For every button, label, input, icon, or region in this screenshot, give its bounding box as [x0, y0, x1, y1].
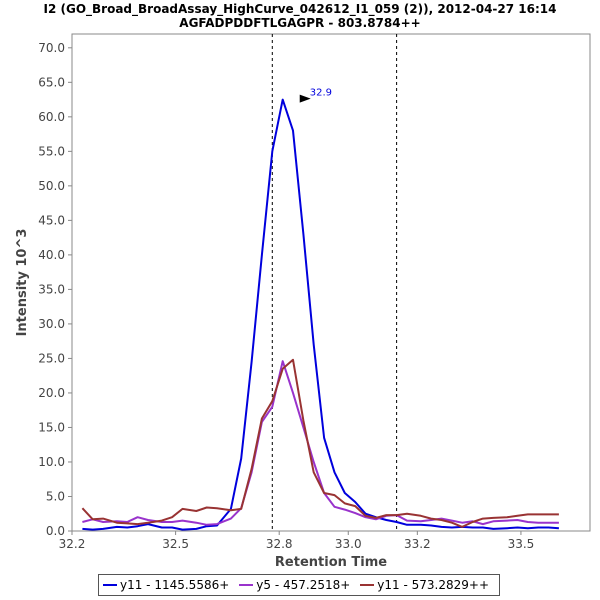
legend-label-series-2: y5 - 457.2518+: [256, 578, 351, 592]
peak-label: 32.9: [310, 88, 332, 99]
y-tick-label: 60.0: [38, 110, 65, 124]
chart-subtitle: AGFADPDDFTLGAGPR - 803.8784++: [179, 16, 421, 30]
x-tick-label: 32.8: [266, 537, 293, 551]
legend-label-series-1: y11 - 1145.5586+: [120, 578, 230, 592]
legend-label-series-3: y11 - 573.2829++: [377, 578, 489, 592]
y-tick-label: 45.0: [38, 213, 65, 227]
y-tick-label: 35.0: [38, 282, 65, 296]
y-tick-label: 25.0: [38, 351, 65, 365]
x-tick-label: 32.5: [162, 537, 189, 551]
y-tick-label: 15.0: [38, 420, 65, 434]
y-tick-label: 5.0: [46, 489, 65, 503]
series-line-3: [81, 358, 559, 528]
x-tick-label: 33.5: [508, 537, 535, 551]
y-tick-label: 10.0: [38, 455, 65, 469]
y-tick-label: 65.0: [38, 75, 65, 89]
x-axis-label: Retention Time: [275, 555, 387, 570]
x-tick-label: 32.2: [59, 537, 86, 551]
chart-legend: y11 - 1145.5586+ y5 - 457.2518+ y11 - 57…: [98, 574, 500, 596]
y-tick-label: 70.0: [38, 41, 65, 55]
legend-swatch-series-2: [239, 584, 254, 586]
y-tick-label: 50.0: [38, 179, 65, 193]
legend-item-series-3: y11 - 573.2829++: [356, 578, 495, 592]
legend-swatch-series-1: [103, 584, 117, 586]
x-tick-label: 33.2: [404, 537, 431, 551]
plot-area: [71, 33, 591, 532]
legend-item-series-1: y11 - 1145.5586+: [99, 578, 235, 592]
y-axis-label: Intensity 10^3: [15, 229, 30, 337]
legend-swatch-series-3: [360, 584, 375, 586]
x-tick-label: 33.0: [335, 537, 362, 551]
y-tick-label: 40.0: [38, 248, 65, 262]
y-tick-label: 55.0: [38, 144, 65, 158]
legend-item-series-2: y5 - 457.2518+: [235, 578, 356, 592]
peak-marker-icon: [299, 94, 311, 103]
y-tick-label: 30.0: [38, 317, 65, 331]
series-line-1: [82, 98, 559, 531]
y-tick-label: 0.0: [46, 524, 65, 538]
y-tick-label: 20.0: [38, 386, 65, 400]
chart-title: I2 (GO_Broad_BroadAssay_HighCurve_042612…: [43, 2, 557, 16]
